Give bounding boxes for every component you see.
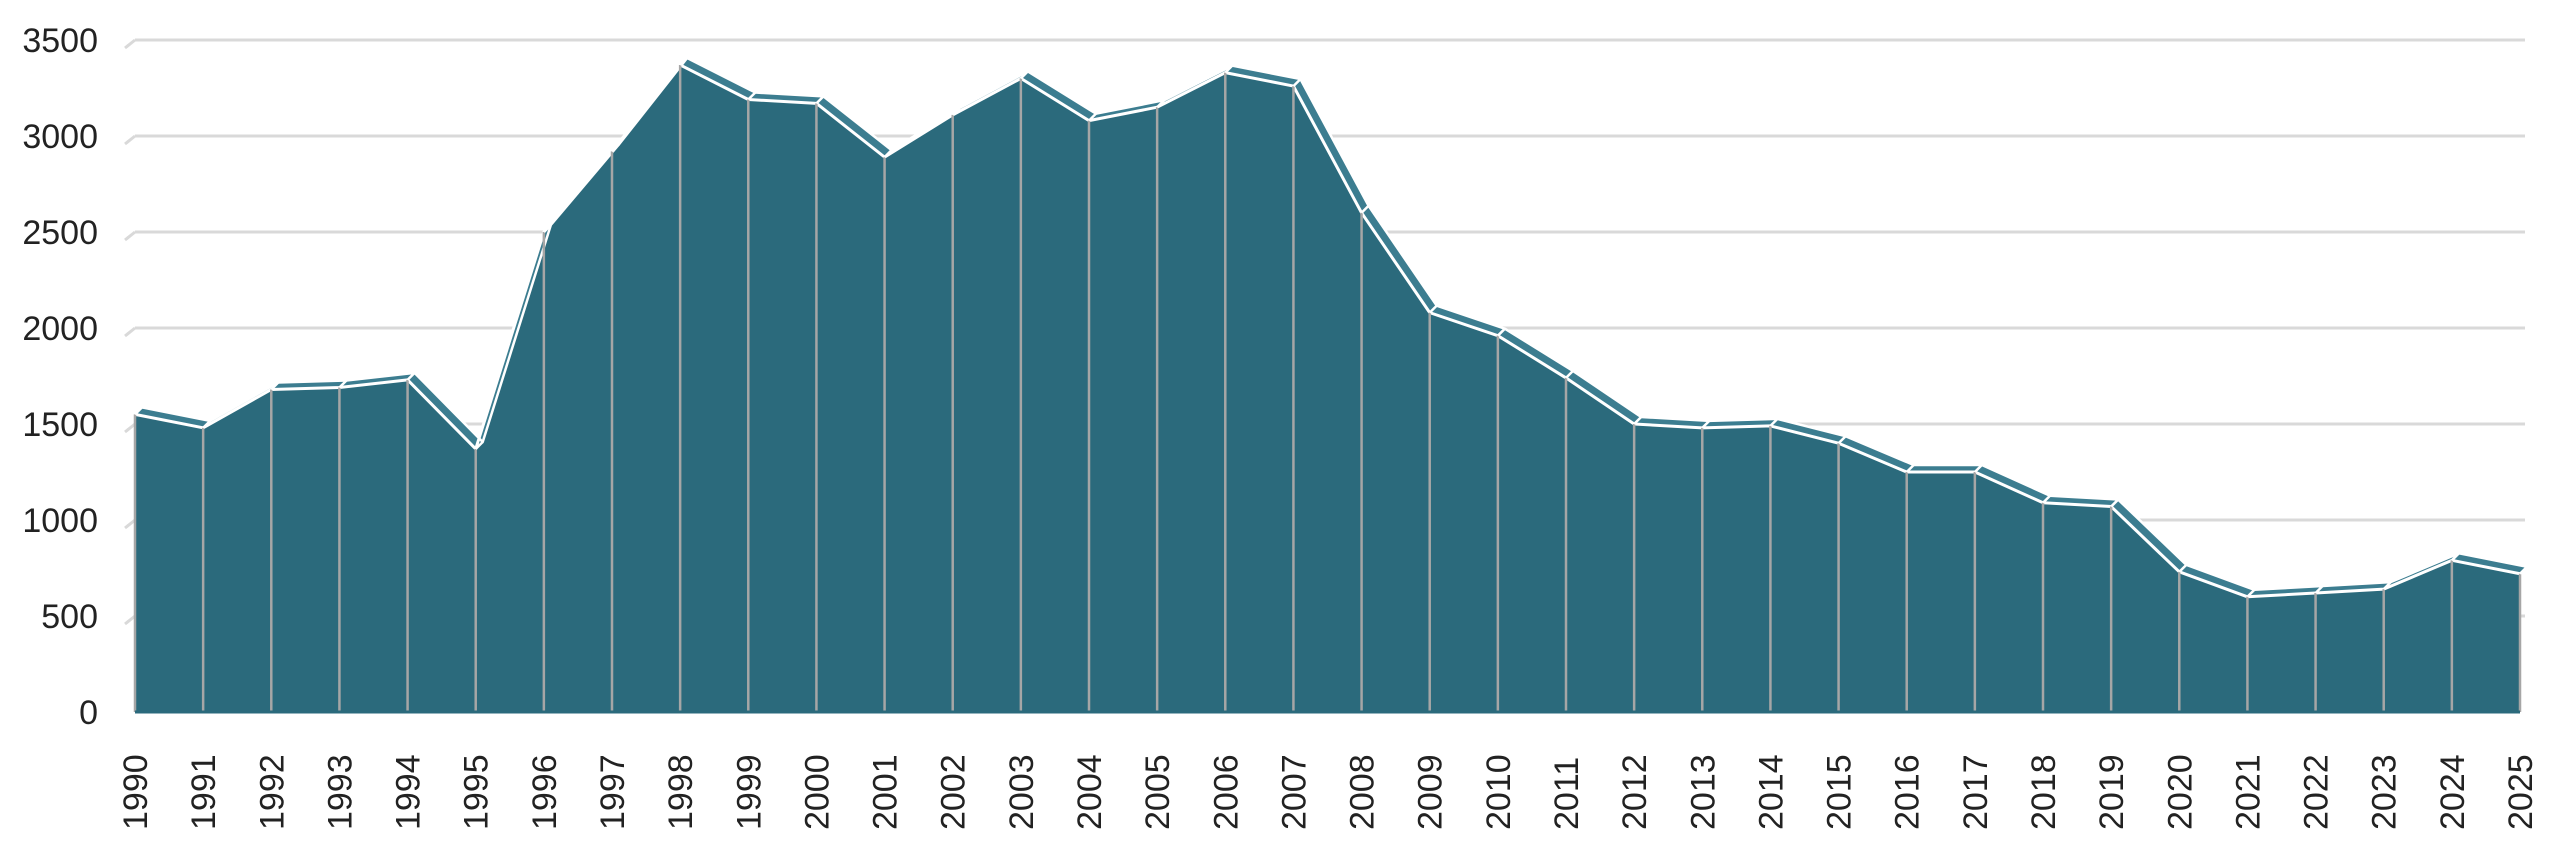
- x-tick-label: 2016: [1889, 754, 1927, 830]
- y-axis-ticks: 0 500 1000 1500 2000 2500 3000 3500: [22, 22, 98, 732]
- data-point-edge: [1769, 418, 1779, 427]
- data-point-edge: [1428, 304, 1438, 314]
- x-tick-label: 1993: [321, 754, 359, 830]
- y-tick-label: 3500: [22, 22, 98, 60]
- data-point-edge: [2314, 585, 2324, 594]
- x-tick-label: 2012: [1616, 754, 1654, 830]
- x-tick-label: 2024: [2434, 754, 2472, 830]
- gridline-depth: [124, 38, 136, 50]
- x-tick-label: 2022: [2298, 754, 2336, 830]
- gridline-depth: [124, 326, 136, 338]
- data-point-edge: [679, 57, 689, 66]
- x-tick-label: 2017: [1957, 754, 1995, 830]
- data-point-edge: [815, 95, 825, 105]
- data-point-edge: [2178, 563, 2188, 573]
- x-tick-label: 2014: [1752, 754, 1790, 830]
- data-point-edge: [1633, 416, 1643, 425]
- x-tick-label: 2001: [867, 754, 905, 830]
- y-tick-label: 1500: [22, 406, 98, 444]
- data-point-edge: [1224, 64, 1234, 74]
- data-point-edge: [2382, 581, 2392, 591]
- data-point-edge: [406, 371, 416, 381]
- data-point-edge: [1088, 112, 1097, 122]
- data-point-edge: [1292, 78, 1302, 87]
- y-tick-label: 2500: [22, 214, 98, 252]
- y-tick-label: 2000: [22, 310, 98, 348]
- gridline-depth: [124, 134, 136, 146]
- x-tick-label: 2018: [2025, 754, 2063, 830]
- data-point-edge: [1973, 464, 1983, 473]
- data-point-edge: [611, 143, 620, 153]
- y-tick-label: 1000: [22, 502, 98, 540]
- x-tick-label: 2006: [1207, 754, 1245, 830]
- x-tick-label: 1991: [185, 754, 223, 830]
- x-tick-label: 2004: [1071, 754, 1109, 830]
- x-tick-label: 2019: [2093, 754, 2131, 830]
- x-tick-label: 2008: [1344, 754, 1382, 830]
- x-tick-label: 2007: [1275, 754, 1313, 830]
- y-tick-label: 3000: [22, 118, 98, 156]
- data-point-edge: [2519, 565, 2528, 575]
- x-tick-label: 2021: [2229, 754, 2267, 830]
- area-top-outline: [141, 56, 2528, 592]
- data-point-edge: [951, 106, 961, 116]
- x-tick-label: 2003: [1003, 754, 1041, 830]
- area-fill: [135, 64, 2520, 712]
- x-tick-label: 2000: [798, 754, 836, 830]
- gridline-depth: [124, 230, 136, 242]
- x-tick-label: 2013: [1684, 754, 1722, 830]
- data-point-edge: [542, 224, 552, 233]
- data-point-edge: [1565, 370, 1574, 379]
- x-tick-label: 1992: [253, 754, 291, 830]
- data-point-edge: [338, 379, 348, 389]
- x-tick-label: 2023: [2366, 754, 2404, 830]
- x-tick-label: 1997: [594, 754, 632, 830]
- data-point-edge: [1156, 99, 1166, 109]
- x-tick-label: 1990: [117, 754, 155, 830]
- x-tick-label: 2010: [1480, 754, 1518, 830]
- x-tick-label: 1998: [662, 754, 700, 830]
- x-tick-label: 2002: [935, 754, 973, 830]
- gridline-depth: [124, 614, 136, 626]
- x-tick-label: 1995: [458, 754, 496, 830]
- data-point-edge: [2246, 588, 2256, 598]
- data-point-edge: [2042, 494, 2051, 504]
- data-point-edge: [474, 441, 484, 450]
- data-point-edge: [1019, 70, 1029, 80]
- x-tick-label: 2009: [1412, 754, 1450, 830]
- y-tick-label: 500: [41, 598, 98, 636]
- x-tick-label: 2005: [1139, 754, 1177, 830]
- category-dividers: [133, 57, 2528, 714]
- area-line: [134, 63, 2521, 599]
- data-point-edge: [134, 406, 143, 416]
- data-area: [134, 56, 2528, 712]
- y-tick-label: 0: [79, 694, 98, 732]
- gridline-depth: [124, 518, 136, 530]
- data-point-edge: [747, 91, 757, 101]
- data-point-edge: [202, 419, 212, 429]
- data-point-edge: [1496, 327, 1506, 337]
- x-axis-ticks: 1990 1991 1992 1993 1994 1995 1996 1997 1998 1999…: [117, 754, 2540, 830]
- gridline-depth: [124, 422, 136, 434]
- x-tick-label: 2025: [2502, 754, 2540, 830]
- data-point-edge: [1701, 419, 1711, 429]
- x-tick-label: 1996: [526, 754, 564, 830]
- data-point-edge: [1837, 435, 1847, 445]
- x-tick-label: 1999: [730, 754, 768, 830]
- x-tick-label: 2020: [2161, 754, 2199, 830]
- x-tick-label: 2015: [1821, 754, 1859, 830]
- data-point-edge: [270, 381, 280, 391]
- data-point-edge: [1905, 464, 1915, 473]
- x-tick-label: 1994: [390, 754, 428, 830]
- data-point-edge: [2450, 552, 2460, 562]
- data-point-edge: [1360, 204, 1370, 214]
- data-point-edge: [883, 149, 893, 159]
- x-tick-label: 2011: [1548, 757, 1586, 830]
- data-point-edge: [2110, 498, 2120, 508]
